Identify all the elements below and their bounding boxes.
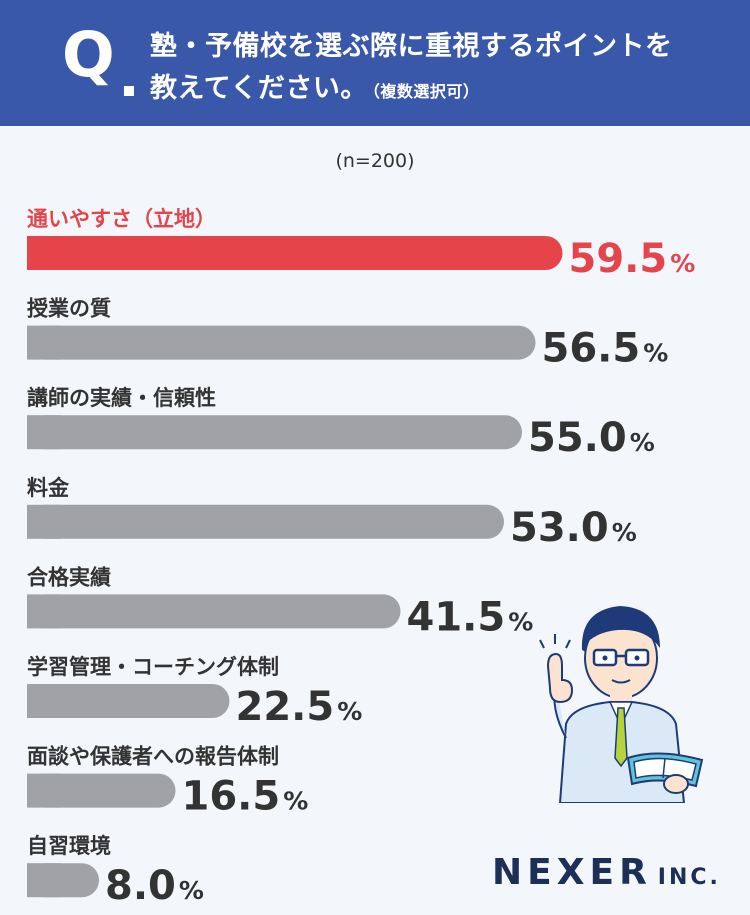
bar-left-edge xyxy=(27,415,61,450)
logo-name: NEXER xyxy=(492,852,652,893)
question-mark: Q xyxy=(62,18,115,91)
bar-left-edge xyxy=(27,684,61,718)
value-unit: % xyxy=(337,697,362,726)
bar-left-edge xyxy=(27,325,61,360)
bar xyxy=(27,325,536,360)
category-label: 面談や保護者への報告体制 xyxy=(27,745,279,769)
value-unit: % xyxy=(508,607,533,636)
question-header: Q 塾・予備校を選ぶ際に重視するポイントを 教えてください。 （複数選択可） xyxy=(0,0,750,126)
nexer-logo: NEXER INC. xyxy=(492,852,721,893)
value-number: 53.0 xyxy=(510,505,609,551)
category-label: 料金 xyxy=(27,476,70,500)
bar-left-edge xyxy=(27,773,61,808)
bar-left-edge xyxy=(27,594,61,629)
teacher-illustration-icon xyxy=(539,606,704,803)
bar-left-edge xyxy=(27,236,61,270)
value-label: 16.5% xyxy=(182,774,309,820)
value-label: 22.5% xyxy=(236,684,363,730)
value-label: 56.5% xyxy=(542,326,669,372)
value-label: 41.5% xyxy=(407,594,534,640)
value-label: 53.0% xyxy=(510,505,637,551)
question-text-line2: 教えてください。 （複数選択可） xyxy=(150,66,479,105)
bar xyxy=(27,684,230,718)
question-text-line1: 塾・予備校を選ぶ際に重視するポイントを xyxy=(150,31,673,62)
question-mark-dot xyxy=(124,86,134,96)
question-text-line2-main: 教えてください。 xyxy=(150,73,368,104)
value-label: 8.0% xyxy=(105,863,204,909)
category-label: 授業の質 xyxy=(27,297,111,321)
bar xyxy=(27,773,176,808)
value-number: 22.5 xyxy=(236,684,335,730)
value-number: 8.0 xyxy=(105,863,176,909)
question-note: （複数選択可） xyxy=(371,82,480,101)
category-label: 講師の実績・信頼性 xyxy=(27,386,216,410)
category-label: 合格実績 xyxy=(27,565,111,589)
bar xyxy=(27,415,522,450)
bar xyxy=(27,594,401,629)
sample-size: (n=200) xyxy=(335,150,415,172)
value-number: 16.5 xyxy=(182,774,281,820)
value-unit: % xyxy=(612,518,637,547)
bar xyxy=(27,236,563,270)
category-label: 通いやすさ（立地） xyxy=(27,207,216,231)
logo-suffix: INC. xyxy=(657,865,721,890)
value-number: 59.5 xyxy=(569,236,668,282)
value-unit: % xyxy=(179,876,204,905)
category-label: 学習管理・コーチング体制 xyxy=(27,655,279,679)
category-label: 自習環境 xyxy=(27,834,111,858)
value-label: 55.0% xyxy=(528,415,655,461)
value-unit: % xyxy=(670,249,695,278)
bar-left-edge xyxy=(27,504,61,539)
bar-left-edge xyxy=(27,863,61,898)
value-number: 56.5 xyxy=(542,326,641,372)
value-label: 59.5% xyxy=(569,236,696,282)
bar xyxy=(27,504,504,539)
value-unit: % xyxy=(283,787,308,816)
value-number: 55.0 xyxy=(528,415,627,461)
value-number: 41.5 xyxy=(407,594,506,640)
value-unit: % xyxy=(630,428,655,457)
value-unit: % xyxy=(643,339,668,368)
